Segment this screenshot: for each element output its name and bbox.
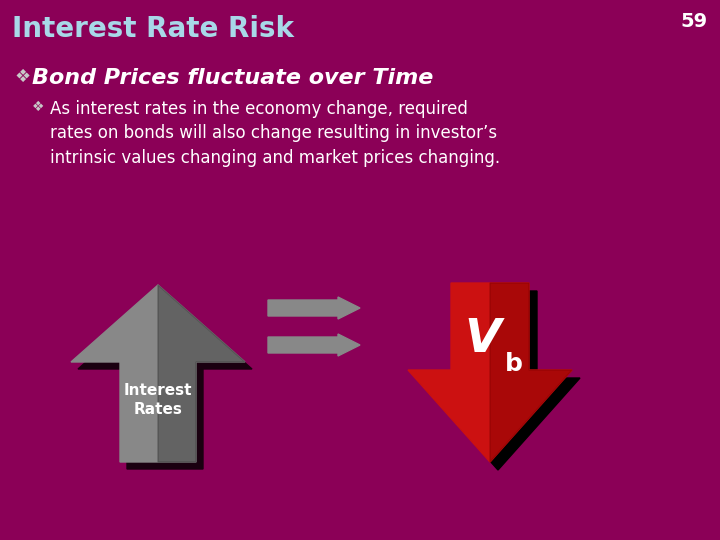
Polygon shape [268,297,360,319]
Polygon shape [268,334,360,356]
Polygon shape [490,283,572,462]
Text: 59: 59 [681,12,708,31]
Text: ❖: ❖ [14,68,30,86]
Text: b: b [505,352,523,376]
Text: Interest
Rates: Interest Rates [124,383,192,417]
Text: V: V [464,318,501,362]
Polygon shape [158,285,245,462]
Polygon shape [78,292,252,469]
Polygon shape [408,283,572,462]
Text: Bond Prices fluctuate over Time: Bond Prices fluctuate over Time [32,68,433,88]
Polygon shape [71,285,245,462]
Polygon shape [416,291,580,470]
Text: Interest Rate Risk: Interest Rate Risk [12,15,294,43]
Text: ❖: ❖ [32,100,45,114]
Text: As interest rates in the economy change, required
rates on bonds will also chang: As interest rates in the economy change,… [50,100,500,167]
